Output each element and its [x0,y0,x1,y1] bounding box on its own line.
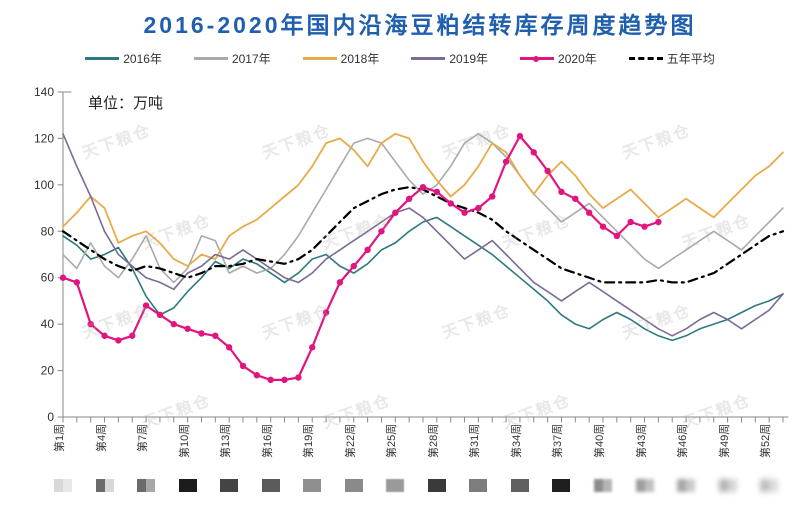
svg-text:80: 80 [41,224,55,238]
svg-text:40: 40 [41,317,55,331]
svg-text:120: 120 [34,131,54,145]
svg-text:0: 0 [47,410,54,424]
svg-text:60: 60 [41,271,55,285]
svg-text:100: 100 [34,178,54,192]
svg-text:20: 20 [41,364,55,378]
svg-text:140: 140 [34,85,54,99]
